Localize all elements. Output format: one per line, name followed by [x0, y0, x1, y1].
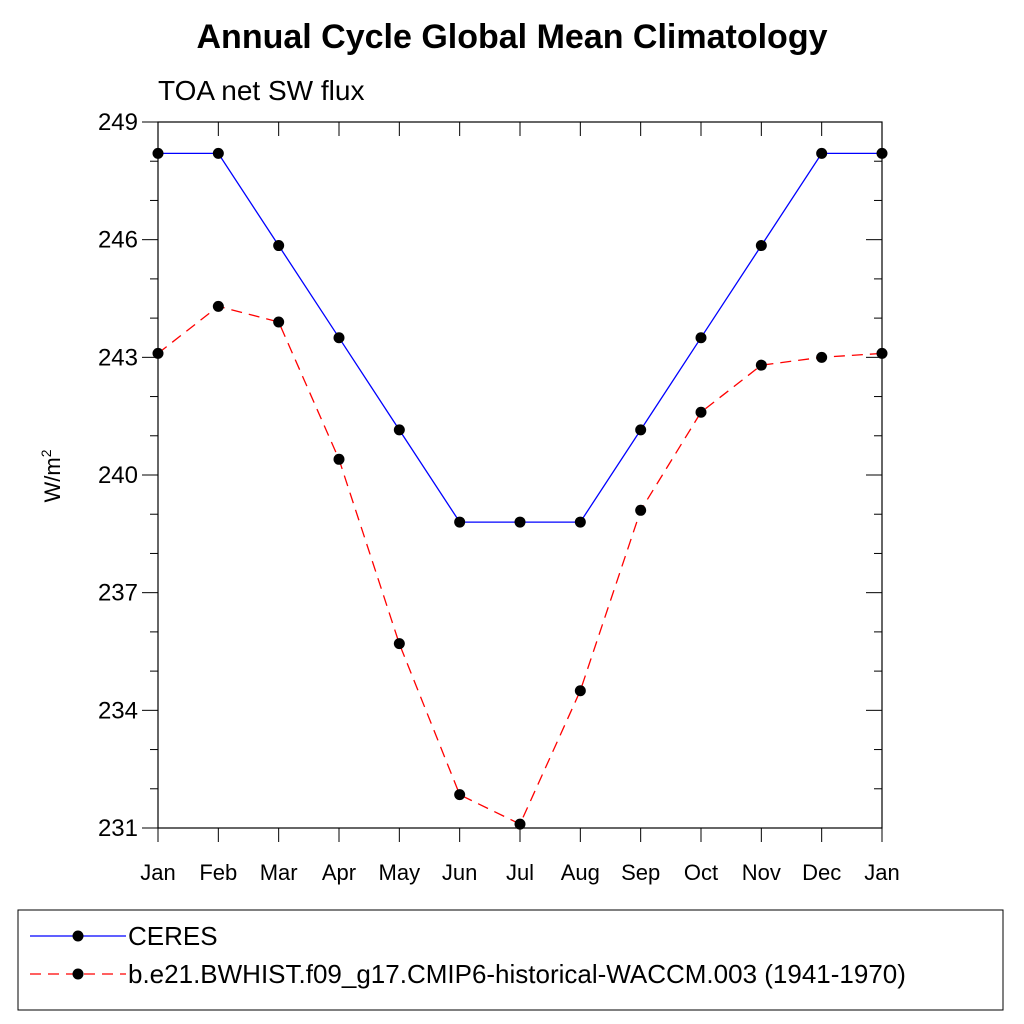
series-1-point	[876, 347, 888, 359]
legend-marker-ceres	[72, 930, 84, 942]
legend-box	[17, 909, 1004, 1011]
series-1-point	[273, 316, 285, 328]
series-1-point	[635, 504, 647, 516]
x-tick-label: May	[379, 860, 421, 885]
y-axis-label-superscript: 2	[38, 449, 54, 457]
series-line-0	[158, 152, 882, 523]
y-tick-label: 234	[98, 697, 138, 724]
series-1-point	[514, 818, 526, 830]
y-axis-label: W/m2	[38, 449, 65, 502]
legend-label-ceres: CERES	[128, 921, 218, 951]
series-0-point	[574, 516, 586, 528]
series-1-point	[152, 347, 164, 359]
series-1-point	[755, 359, 767, 371]
x-tick-label: Dec	[802, 860, 841, 885]
y-tick-label: 246	[98, 227, 138, 254]
legend-marker-model	[72, 968, 84, 980]
chart-subtitle: TOA net SW flux	[158, 75, 364, 106]
x-tick-label: Mar	[260, 860, 298, 885]
x-tick-label: Jan	[140, 860, 175, 885]
chart-title: Annual Cycle Global Mean Climatology	[197, 18, 828, 56]
series-1-point	[574, 685, 586, 697]
series-0-point	[333, 332, 345, 344]
x-tick-label: Apr	[322, 860, 356, 885]
series-1-point	[454, 789, 466, 801]
legend: CERES b.e21.BWHIST.f09_g17.CMIP6-histori…	[17, 909, 1004, 1011]
y-tick-label: 231	[98, 815, 138, 842]
x-tick-label: Jun	[442, 860, 477, 885]
y-tick-label: 240	[98, 462, 138, 489]
x-tick-label: Jan	[864, 860, 899, 885]
y-tick-label: 243	[98, 344, 138, 371]
x-tick-label: Sep	[621, 860, 660, 885]
x-tick-label: Feb	[199, 860, 237, 885]
series-0-point	[695, 332, 707, 344]
x-tick-label: Aug	[561, 860, 600, 885]
series-1-point	[333, 453, 345, 465]
x-tick-label: Jul	[506, 860, 534, 885]
axes: 231 234 237 240 243 246 249 Jan Feb Mar Apr May Jun J…	[98, 109, 900, 885]
series-line-1	[157, 305, 883, 825]
series-1-point	[816, 351, 828, 363]
series-0-point	[454, 516, 466, 528]
series-0-point	[273, 240, 285, 252]
y-tick-label: 237	[98, 580, 138, 607]
y-tick-label: 249	[98, 109, 138, 136]
series-0-point	[152, 147, 164, 159]
x-tick-label: Nov	[742, 860, 781, 885]
series-0-point	[393, 424, 405, 436]
legend-label-model: b.e21.BWHIST.f09_g17.CMIP6-historical-WA…	[128, 959, 906, 989]
series-0-point	[816, 147, 828, 159]
series-0-point	[635, 424, 647, 436]
series-0-point	[876, 147, 888, 159]
series-1-point	[695, 406, 707, 418]
series-0-point	[755, 240, 767, 252]
y-axis-label-main: W/m	[40, 457, 65, 502]
series-layer	[152, 147, 888, 830]
series-1-point	[212, 300, 224, 312]
series-0-point	[212, 147, 224, 159]
x-tick-label: Oct	[684, 860, 718, 885]
series-1-point	[393, 638, 405, 650]
series-0-point	[514, 516, 526, 528]
